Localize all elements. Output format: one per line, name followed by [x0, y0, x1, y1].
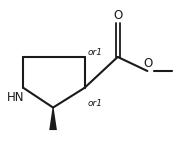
Text: O: O: [144, 57, 153, 70]
Text: O: O: [113, 9, 122, 22]
Text: HN: HN: [7, 91, 24, 104]
Polygon shape: [49, 107, 57, 130]
Text: or1: or1: [88, 99, 103, 108]
Text: or1: or1: [88, 48, 103, 57]
